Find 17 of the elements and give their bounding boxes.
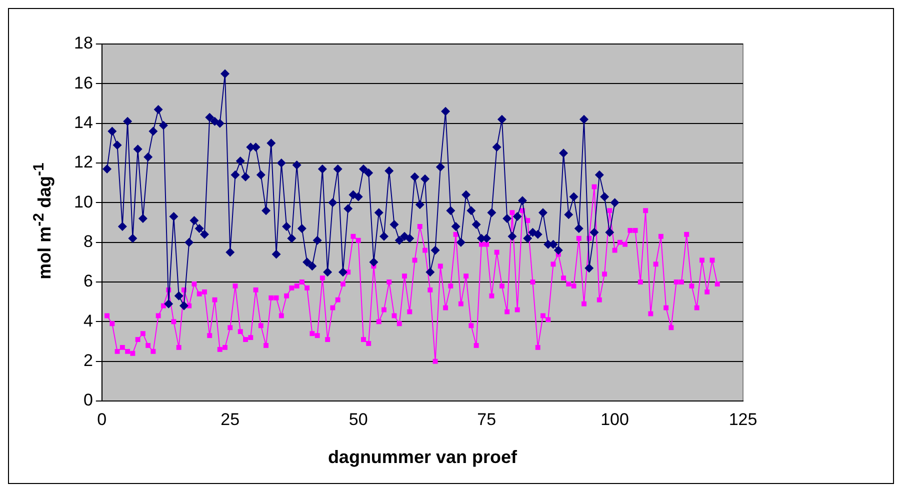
y-tick-label: 2 [83,351,93,370]
y-tick-label: 12 [74,152,93,172]
x-tick-label: 125 [728,410,758,429]
y-tick-label: 6 [83,272,93,291]
y-tick-label: 18 [74,34,93,53]
y-tick-label: 14 [74,113,93,132]
x-tick-label: 75 [477,410,496,429]
x-tick-label: 25 [220,410,240,429]
x-axis-title: dagnummer van proef [328,447,518,468]
x-tick-label: 100 [600,410,629,429]
y-tick-label: 10 [74,192,93,212]
y-tick-label: 4 [83,311,93,330]
y-tick-label: 16 [74,73,93,92]
y-tick-label: 0 [83,390,93,410]
x-tick-label: 50 [348,410,368,429]
x-tick-label: 0 [97,410,107,429]
y-tick-label: 8 [83,232,93,252]
